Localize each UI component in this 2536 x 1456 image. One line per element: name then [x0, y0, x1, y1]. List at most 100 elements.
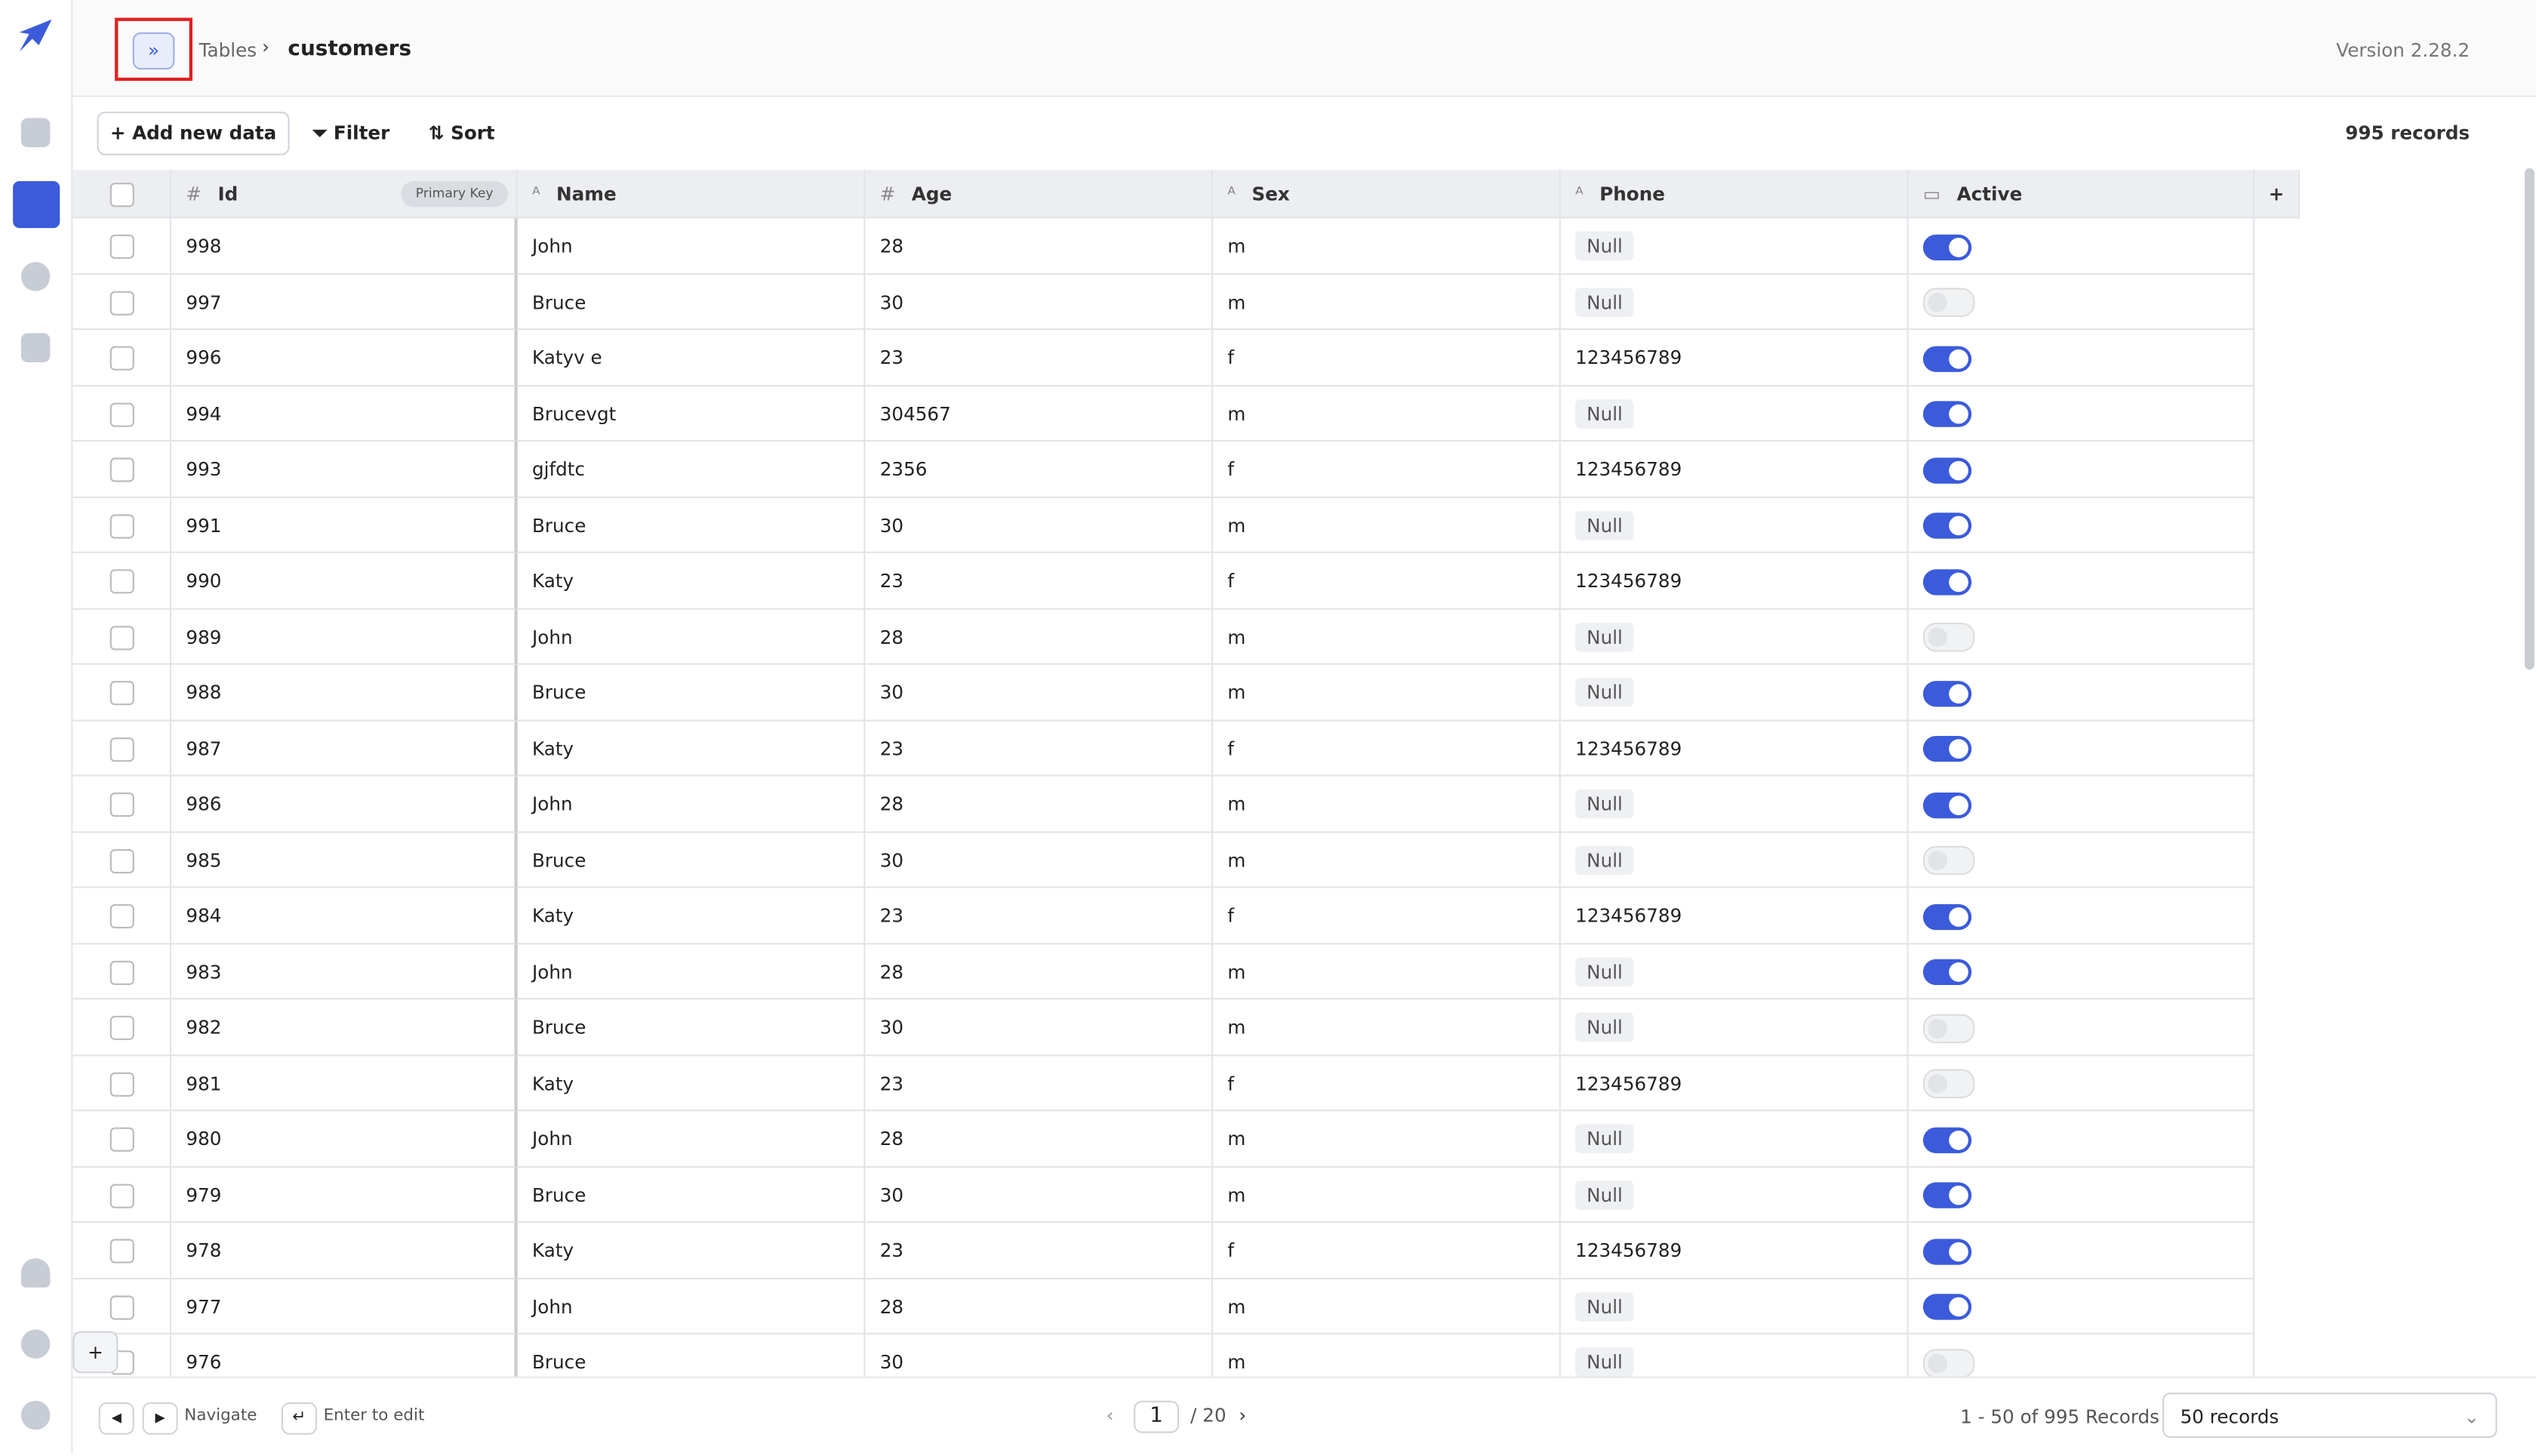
- table-cell[interactable]: 993: [171, 442, 518, 497]
- table-cell[interactable]: Null: [1561, 1334, 1909, 1377]
- next-page[interactable]: ›: [1239, 1404, 1247, 1427]
- table-cell[interactable]: Katy: [517, 1223, 866, 1279]
- table-cell[interactable]: 30: [865, 832, 1214, 888]
- column-header[interactable]: ▭ Active: [1908, 170, 2255, 219]
- table-cell[interactable]: Null: [1560, 1167, 1909, 1224]
- table-cell[interactable]: [1908, 943, 2255, 1000]
- table-cell[interactable]: [1908, 442, 2255, 497]
- table-cell[interactable]: 996: [171, 330, 518, 386]
- add-row-button[interactable]: +: [72, 1331, 118, 1374]
- column-header[interactable]: # Age: [865, 170, 1214, 219]
- nav-tables[interactable]: [13, 181, 60, 229]
- table-cell[interactable]: Katy: [517, 888, 866, 944]
- table-cell[interactable]: [1908, 1111, 2255, 1168]
- table-cell[interactable]: 123456789: [1560, 1223, 1909, 1279]
- table-cell[interactable]: John: [517, 943, 866, 1000]
- nav-storage[interactable]: [20, 333, 51, 363]
- table-cell[interactable]: 123456789: [1560, 888, 1909, 944]
- column-header[interactable]: # Id Primary Key: [171, 170, 518, 219]
- active-toggle[interactable]: [1922, 568, 1972, 595]
- sort-button[interactable]: ⇅ Sort: [428, 121, 495, 144]
- table-cell[interactable]: Katyv e: [517, 330, 866, 386]
- table-cell[interactable]: [1908, 776, 2255, 833]
- table-cell[interactable]: Null: [1560, 664, 1909, 721]
- table-cell[interactable]: 30: [865, 999, 1214, 1056]
- table-cell[interactable]: m: [1213, 274, 1561, 331]
- table-cell[interactable]: 23: [865, 330, 1214, 386]
- table-cell[interactable]: [1908, 720, 2255, 777]
- table-cell[interactable]: Bruce: [517, 1167, 866, 1224]
- nav-theme[interactable]: [20, 1329, 51, 1359]
- table-cell[interactable]: [1908, 497, 2255, 553]
- table-cell[interactable]: John: [517, 1278, 866, 1334]
- table-cell[interactable]: [1908, 832, 2255, 888]
- table-cell[interactable]: 986: [171, 776, 518, 833]
- breadcrumb[interactable]: Tables: [199, 38, 257, 62]
- active-toggle[interactable]: [1922, 1238, 1972, 1264]
- nav-settings[interactable]: [20, 1400, 51, 1430]
- table-cell[interactable]: 123456789: [1560, 720, 1909, 777]
- table-cell[interactable]: 976: [171, 1334, 518, 1377]
- table-cell[interactable]: f: [1213, 553, 1561, 609]
- table-cell[interactable]: Null: [1560, 832, 1909, 888]
- table-cell[interactable]: 983: [171, 943, 518, 1000]
- active-toggle[interactable]: [1922, 623, 1975, 652]
- table-cell[interactable]: [1908, 1223, 2255, 1279]
- table-cell[interactable]: Bruce: [517, 832, 866, 888]
- active-toggle[interactable]: [1922, 845, 1975, 876]
- table-cell[interactable]: [1909, 1334, 2255, 1377]
- table-cell[interactable]: 982: [171, 999, 518, 1056]
- table-cell[interactable]: 23: [865, 1223, 1214, 1279]
- active-toggle[interactable]: [1922, 791, 1972, 818]
- table-cell[interactable]: 997: [171, 274, 518, 331]
- scrollbar[interactable]: [2525, 168, 2534, 670]
- nav-database[interactable]: [20, 262, 51, 291]
- table-cell[interactable]: [1908, 888, 2255, 944]
- table-cell[interactable]: Null: [1560, 1111, 1909, 1168]
- page-input[interactable]: 1: [1134, 1400, 1180, 1433]
- table-cell[interactable]: 980: [171, 1111, 518, 1168]
- active-toggle[interactable]: [1922, 1294, 1972, 1320]
- table-cell[interactable]: Katy: [517, 1055, 866, 1112]
- table-cell[interactable]: John: [517, 608, 866, 665]
- filter-button[interactable]: ⏷ Filter: [312, 121, 390, 144]
- table-cell[interactable]: f: [1213, 1223, 1561, 1279]
- active-toggle[interactable]: [1922, 959, 1972, 986]
- table-cell[interactable]: Null: [1560, 218, 1909, 275]
- active-toggle[interactable]: [1922, 680, 1972, 706]
- table-cell[interactable]: m: [1213, 1111, 1561, 1168]
- active-toggle[interactable]: [1922, 903, 1972, 930]
- table-cell[interactable]: m: [1213, 832, 1561, 888]
- table-cell[interactable]: 123456789: [1560, 330, 1909, 386]
- table-cell[interactable]: 23: [865, 553, 1214, 609]
- table-cell[interactable]: m: [1213, 1167, 1561, 1224]
- table-cell[interactable]: 23: [865, 888, 1214, 944]
- table-cell[interactable]: f: [1213, 1055, 1561, 1112]
- table-cell[interactable]: 991: [171, 497, 518, 553]
- table-cell[interactable]: Bruce: [517, 999, 866, 1056]
- table-cell[interactable]: 28: [865, 943, 1214, 1000]
- table-cell[interactable]: 28: [865, 608, 1214, 665]
- nav-apps[interactable]: [20, 118, 51, 148]
- table-cell[interactable]: f: [1213, 720, 1561, 777]
- table-cell[interactable]: f: [1213, 888, 1561, 944]
- add-column-button[interactable]: +: [2254, 170, 2301, 219]
- table-cell[interactable]: Null: [1560, 1278, 1909, 1334]
- table-cell[interactable]: 30: [865, 274, 1214, 331]
- table-cell[interactable]: Katy: [517, 720, 866, 777]
- table-cell[interactable]: m: [1213, 386, 1561, 442]
- table-cell[interactable]: m: [1213, 999, 1561, 1056]
- table-cell[interactable]: Bruce: [517, 274, 866, 331]
- table-cell[interactable]: gjfdtc: [517, 442, 866, 497]
- expand-sidebar-button[interactable]: »: [132, 32, 175, 70]
- table-cell[interactable]: 994: [171, 386, 518, 442]
- table-cell[interactable]: m: [1213, 943, 1561, 1000]
- table-cell[interactable]: [1908, 218, 2255, 275]
- table-cell[interactable]: John: [517, 776, 866, 833]
- table-cell[interactable]: Null: [1560, 776, 1909, 833]
- table-cell[interactable]: 23: [865, 720, 1214, 777]
- table-cell[interactable]: m: [1213, 664, 1561, 721]
- table-cell[interactable]: 30: [865, 1334, 1214, 1377]
- table-cell[interactable]: 984: [171, 888, 518, 944]
- table-cell[interactable]: 123456789: [1560, 442, 1909, 497]
